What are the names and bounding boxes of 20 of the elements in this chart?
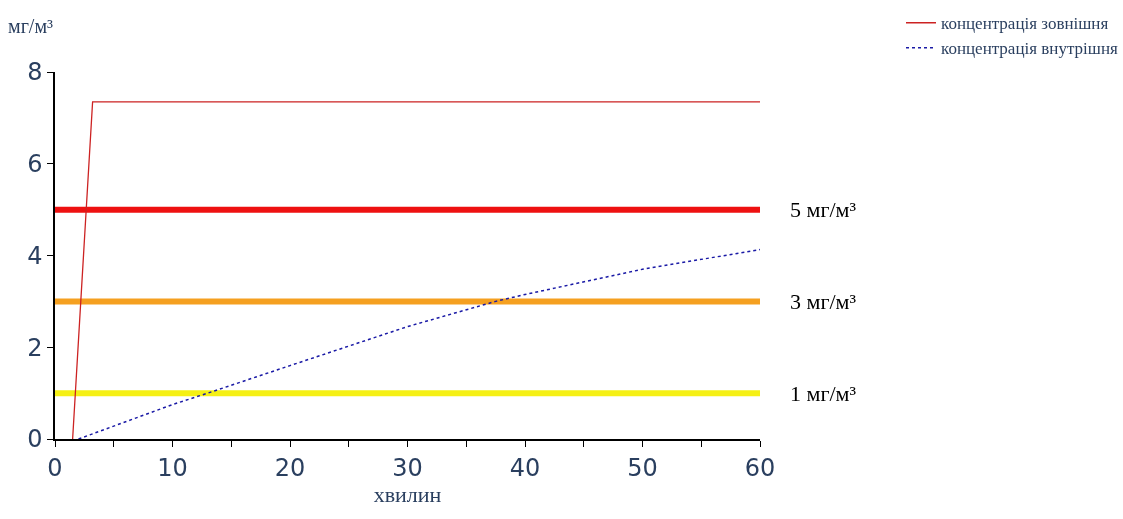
x-tick-label: 40 <box>509 453 541 482</box>
ref-line-label: 3 мг/м³ <box>790 289 857 314</box>
legend-label: концентрація внутрішня <box>941 39 1118 59</box>
ref-line-label: 1 мг/м³ <box>790 381 857 406</box>
y-tick-label: 0 <box>27 425 43 454</box>
x-tick-label: 10 <box>157 453 188 482</box>
ref-line-label: 5 мг/м³ <box>790 197 857 222</box>
x-tick-label: 30 <box>392 453 423 482</box>
y-axis-title: мг/м³ <box>8 15 54 37</box>
x-axis-title: хвилин <box>373 481 442 507</box>
y-tick-label: 4 <box>27 241 43 270</box>
line-series <box>77 248 760 439</box>
x-tick-label: 60 <box>744 453 776 482</box>
x-tick-label: 20 <box>274 453 306 482</box>
y-tick-label: 6 <box>27 150 43 179</box>
y-tick-label: 2 <box>27 333 43 362</box>
legend-label: концентрація зовнішня <box>941 14 1109 34</box>
x-tick-label: 50 <box>627 453 658 482</box>
x-tick-label: 0 <box>47 453 63 482</box>
y-tick-label: 8 <box>27 58 43 87</box>
